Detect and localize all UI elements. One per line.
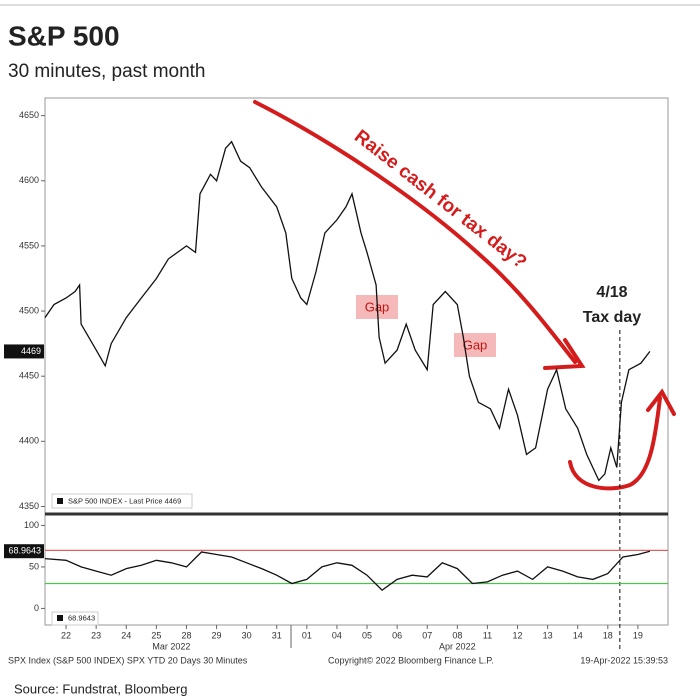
y-tick-label: 4550 xyxy=(19,240,39,250)
last-value-label: 68.9643 xyxy=(8,546,41,556)
x-tick-label: 18 xyxy=(603,630,613,640)
annotation: Tax day xyxy=(583,309,642,326)
legend-swatch xyxy=(57,498,63,504)
arrow-head xyxy=(543,338,586,370)
y-tick-label: 4450 xyxy=(19,371,39,381)
footer: Copyright© 2022 Bloomberg Finance L.P. xyxy=(328,655,494,665)
x-tick-label: 24 xyxy=(121,630,131,640)
annotation: Raise cash for tax day? xyxy=(350,126,530,273)
x-tick-label: 11 xyxy=(483,630,492,640)
y-tick-label: 4400 xyxy=(19,436,39,446)
y-tick-label: 50 xyxy=(29,561,39,571)
trend-arrow xyxy=(253,100,577,364)
legend-box xyxy=(51,493,193,509)
x-tick-label: 28 xyxy=(181,630,191,640)
x-tick-label: 22 xyxy=(61,630,71,640)
x-tick-label: 29 xyxy=(212,630,222,640)
x-group-label: Apr 2022 xyxy=(439,641,476,651)
last-value-box xyxy=(4,544,44,559)
series-line xyxy=(44,550,651,592)
plot-frame xyxy=(44,97,669,626)
rebound-arrow xyxy=(568,396,662,491)
x-tick-label: 05 xyxy=(362,630,372,640)
legend-label: S&P 500 INDEX - Last Price 4469 xyxy=(68,496,181,505)
annotation: 4/18 xyxy=(596,284,627,301)
y-tick-label: 4600 xyxy=(19,175,39,185)
y-tick-label: 0 xyxy=(34,603,39,613)
y-tick-label: 100 xyxy=(24,520,39,530)
gap-box xyxy=(454,333,496,357)
x-tick-label: 19 xyxy=(633,630,643,640)
y-tick-label: 4650 xyxy=(19,110,39,120)
x-tick-label: 08 xyxy=(452,630,462,640)
legend-box xyxy=(51,611,99,626)
x-tick-label: 12 xyxy=(513,630,523,640)
x-tick-label: 07 xyxy=(422,630,432,640)
footer: SPX Index (S&P 500 INDEX) SPX YTD 20 Day… xyxy=(8,655,248,665)
y-tick-label: 4350 xyxy=(19,501,39,511)
annotation: Gap xyxy=(463,337,488,352)
legend-swatch xyxy=(57,615,63,621)
footer: 19-Apr-2022 15:39:53 xyxy=(580,655,668,665)
x-tick-label: 23 xyxy=(91,630,101,640)
x-tick-label: 25 xyxy=(151,630,161,640)
last-value-box xyxy=(4,344,44,359)
arrow-head xyxy=(646,388,676,416)
x-tick-label: 30 xyxy=(242,630,252,640)
x-tick-label: 31 xyxy=(272,630,282,640)
legend-label: 68.9643 xyxy=(68,613,95,622)
x-tick-label: 04 xyxy=(332,630,342,640)
chart-subtitle: 30 minutes, past month xyxy=(8,61,206,82)
x-tick-label: 13 xyxy=(543,630,553,640)
chart-title: S&P 500 xyxy=(8,20,120,51)
series-line xyxy=(44,140,651,482)
x-tick-label: 01 xyxy=(302,630,312,640)
x-group-label: Mar 2022 xyxy=(152,641,190,651)
source: Source: Fundstrat, Bloomberg xyxy=(14,681,187,696)
y-tick-label: 4500 xyxy=(19,305,39,315)
last-value-label: 4469 xyxy=(21,346,41,356)
x-tick-label: 06 xyxy=(392,630,402,640)
x-tick-label: 14 xyxy=(573,630,583,640)
